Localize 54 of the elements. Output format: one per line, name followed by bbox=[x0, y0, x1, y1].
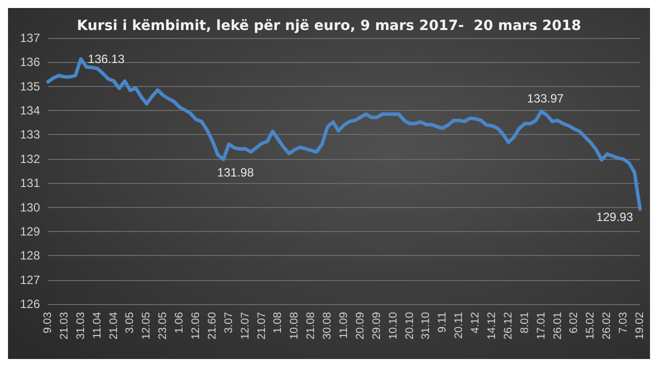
data-label: 129.93 bbox=[596, 210, 634, 224]
x-tick-label: 12.06 bbox=[190, 312, 202, 340]
y-tick-label: 131 bbox=[20, 176, 40, 190]
x-tick-label: 20.10 bbox=[404, 312, 416, 340]
data-label: 133.97 bbox=[526, 91, 564, 106]
y-tick-label: 127 bbox=[20, 272, 40, 287]
y-tick-label: 133 bbox=[20, 128, 40, 142]
x-tick-label: 21.03 bbox=[58, 312, 70, 340]
x-tick-label: 26.01 bbox=[552, 312, 564, 340]
x-tick-label: 3.05 bbox=[124, 312, 136, 334]
x-tick-label: 20.09 bbox=[354, 312, 366, 340]
x-tick-label: 3.07 bbox=[222, 312, 235, 334]
x-tick-label: 21.60 bbox=[206, 312, 218, 340]
x-tick-label: 17.01 bbox=[535, 312, 548, 340]
y-tick-label: 126 bbox=[20, 297, 40, 311]
chart-title: Kursi i këmbimit, lekë për një euro, 9 mars 2017- 20 mars 2018 bbox=[76, 18, 582, 34]
x-tick-label: 9.11 bbox=[436, 312, 449, 333]
x-tick-label: 21.04 bbox=[108, 312, 120, 340]
x-tick-label: 12.05 bbox=[140, 312, 153, 340]
x-tick-label: 12.07 bbox=[239, 312, 252, 340]
y-tick-label: 129 bbox=[20, 224, 40, 238]
y-tick-label: 135 bbox=[20, 79, 40, 94]
y-tick-label: 132 bbox=[20, 152, 40, 166]
x-tick-label: 20.11 bbox=[453, 312, 466, 339]
x-tick-label: 8.01 bbox=[518, 312, 531, 334]
x-tick-label: 14.12 bbox=[486, 312, 498, 340]
x-tick-label: 10.08 bbox=[288, 312, 301, 340]
x-tick-label: 4.12 bbox=[470, 312, 482, 334]
x-tick-label: 26.12 bbox=[502, 312, 514, 340]
x-tick-label: 1.06 bbox=[174, 312, 186, 334]
x-tick-label: 11.09 bbox=[338, 312, 350, 339]
y-tick-label: 128 bbox=[20, 248, 40, 263]
y-tick-label: 136 bbox=[20, 55, 40, 70]
data-label: 131.98 bbox=[217, 165, 254, 180]
x-tick-label: 9.03 bbox=[42, 312, 54, 334]
data-label: 136.13 bbox=[88, 52, 125, 66]
y-tick-label: 130 bbox=[20, 200, 40, 214]
x-tick-label: 26.02 bbox=[601, 312, 614, 340]
x-tick-label: 15.02 bbox=[584, 312, 597, 340]
y-tick-label: 137 bbox=[20, 31, 40, 45]
x-tick-label: 19.02 bbox=[634, 312, 646, 340]
x-tick-label: 6.02 bbox=[568, 312, 580, 334]
x-tick-label: 31.10 bbox=[420, 312, 432, 340]
x-tick-label: 31.03 bbox=[74, 312, 87, 340]
y-tick-label: 134 bbox=[20, 104, 40, 118]
x-tick-label: 23.05 bbox=[157, 312, 170, 340]
x-tick-label: 7.03 bbox=[618, 312, 630, 334]
x-tick-label: 1.08 bbox=[272, 312, 284, 334]
x-tick-label: 11.04 bbox=[91, 312, 104, 339]
x-tick-label: 10.10 bbox=[387, 312, 400, 340]
x-tick-label: 21.08 bbox=[305, 312, 318, 340]
x-tick-label: 30.08 bbox=[322, 312, 334, 340]
x-tick-label: 29.09 bbox=[370, 312, 383, 340]
x-tick-label: 21.07 bbox=[256, 312, 268, 340]
